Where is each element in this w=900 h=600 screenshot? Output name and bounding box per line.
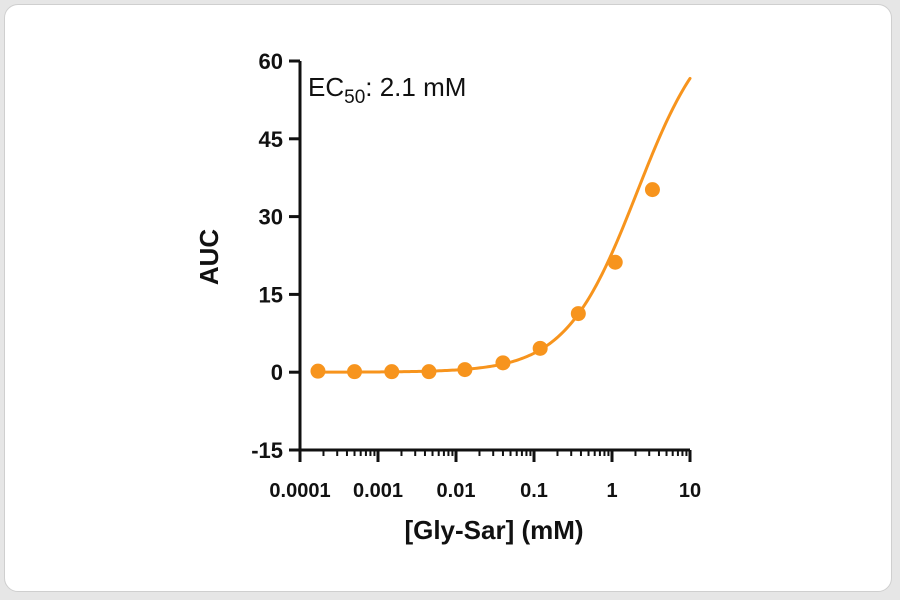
ec50-annotation: EC50: 2.1 mM: [308, 72, 466, 108]
x-tick-label: 0.01: [437, 480, 476, 502]
data-point: [347, 364, 363, 380]
data-point: [384, 364, 400, 380]
data-point: [495, 355, 511, 371]
x-tick-label: 0.0001: [269, 480, 330, 502]
data-point: [607, 254, 623, 270]
y-tick-label: 30: [259, 205, 283, 230]
y-tick-label: -15: [251, 438, 283, 463]
data-point: [310, 363, 326, 379]
data-point: [644, 182, 660, 198]
data-point: [421, 364, 437, 380]
x-tick-label: 0.1: [520, 480, 548, 502]
y-axis-title: AUC: [194, 229, 224, 286]
y-tick-label: 60: [259, 49, 283, 74]
y-tick-label: 45: [259, 127, 283, 152]
data-point: [457, 362, 473, 378]
data-point: [570, 306, 586, 322]
x-tick-label: 0.001: [353, 480, 403, 502]
chart-card: [4, 4, 892, 592]
x-tick-label: 1: [606, 480, 617, 502]
x-axis-title: [Gly-Sar] (mM): [404, 515, 583, 545]
y-tick-label: 15: [259, 282, 283, 307]
x-tick-label: 10: [679, 480, 701, 502]
fit-curve: [314, 76, 692, 374]
data-point: [532, 340, 548, 356]
y-tick-label: 0: [271, 360, 283, 385]
